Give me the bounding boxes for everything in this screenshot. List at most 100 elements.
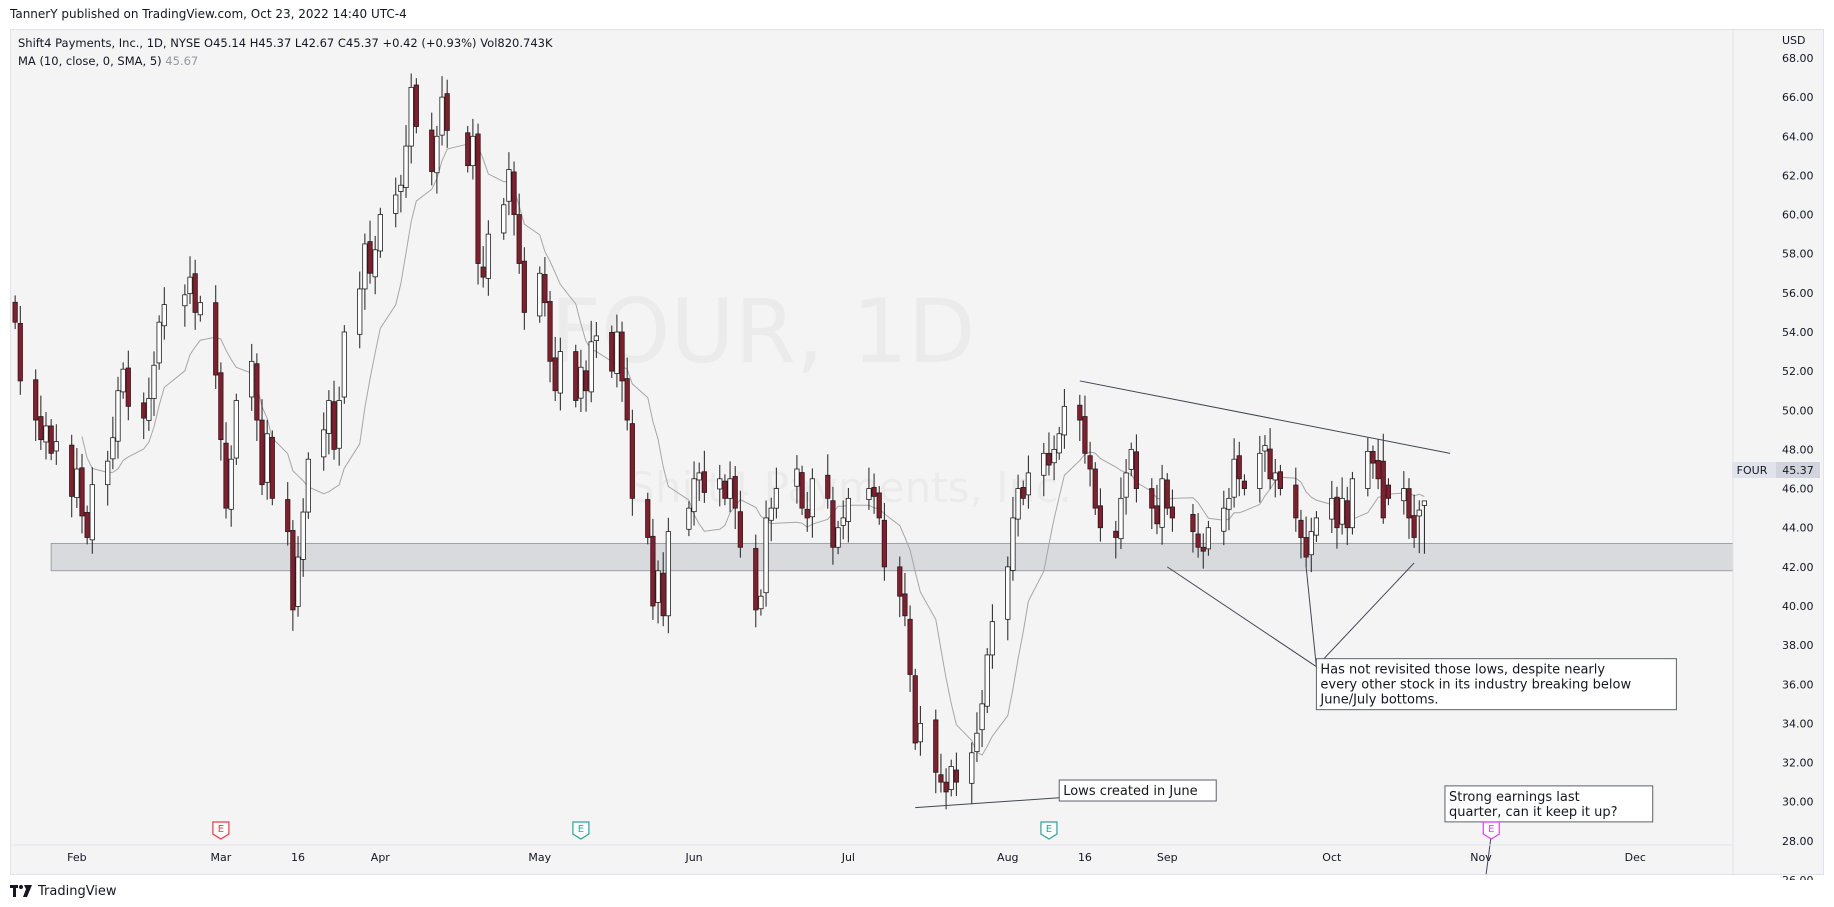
- earnings-badge: [1040, 821, 1058, 840]
- candle-body-up: [794, 468, 800, 487]
- candle-body-down: [48, 425, 54, 454]
- candle-body-down: [876, 492, 882, 519]
- candle-body-down: [38, 416, 44, 441]
- candle-body-up: [1365, 450, 1371, 489]
- candle: [269, 430, 275, 506]
- candle-body-up: [979, 703, 985, 731]
- candle: [1169, 489, 1175, 532]
- candle-body-down: [1190, 514, 1196, 533]
- candle: [1303, 516, 1309, 568]
- candle: [897, 556, 903, 618]
- candle: [290, 520, 296, 631]
- candle: [1401, 471, 1407, 515]
- lows-connector-2-line: [1305, 566, 1317, 667]
- candle-body-up: [1128, 449, 1134, 470]
- candle-body-up: [691, 478, 697, 513]
- candle-body-down: [444, 93, 450, 131]
- candle: [547, 291, 553, 383]
- candle-body-down: [1195, 533, 1201, 548]
- tradingview-footer[interactable]: TradingView: [10, 880, 117, 902]
- candle-body-up: [249, 360, 255, 398]
- candle: [1349, 471, 1355, 535]
- candle-body-up: [727, 478, 733, 499]
- candle: [732, 466, 738, 530]
- candle: [321, 412, 327, 471]
- candle-body-down: [269, 436, 275, 499]
- candle: [12, 295, 18, 330]
- candle: [845, 487, 851, 543]
- candle-body-down: [609, 331, 615, 372]
- candle: [727, 461, 733, 513]
- candle-body-up: [1421, 500, 1428, 506]
- candle: [799, 465, 805, 515]
- candle-body-down: [1164, 479, 1170, 509]
- candle: [398, 174, 404, 213]
- june-lows-leader-line: [915, 797, 1060, 809]
- candle: [1339, 477, 1345, 535]
- candle: [1293, 467, 1299, 532]
- candle-body-up: [537, 272, 543, 317]
- candle: [557, 337, 563, 411]
- tradingview-brand: TradingView: [38, 883, 117, 899]
- price-tick-label: 46.00: [1782, 483, 1814, 496]
- time-tick-label: Aug: [997, 851, 1018, 864]
- earnings-marker: E: [212, 821, 230, 840]
- price-tick-label: 44.00: [1782, 522, 1814, 535]
- candle-body-down: [1092, 468, 1098, 509]
- candle: [1205, 520, 1211, 556]
- candle: [197, 295, 203, 322]
- price-chart[interactable]: FOUR, 1D Shift4 Payments, Inc. Lows crea…: [0, 0, 1834, 880]
- time-tick-label: Sep: [1157, 851, 1178, 864]
- candle: [1226, 487, 1232, 531]
- candle-body-up: [1329, 497, 1335, 520]
- candle-body-up: [686, 507, 692, 530]
- candle: [737, 490, 743, 558]
- candle-body-up: [557, 351, 563, 394]
- earnings-badge: [572, 821, 590, 840]
- candle-body-down: [1097, 505, 1103, 529]
- candle-body-down: [223, 442, 229, 509]
- candle-body-down: [125, 367, 131, 407]
- candle: [969, 742, 975, 805]
- candle: [1087, 441, 1093, 487]
- candle: [74, 448, 80, 508]
- currency-label: USD: [1782, 34, 1806, 47]
- candle-body-down: [413, 84, 419, 127]
- candle-body-down: [902, 593, 908, 617]
- candle-body-up: [1061, 405, 1067, 436]
- candle: [53, 424, 59, 465]
- candle-body-down: [871, 486, 877, 497]
- candle-body-down: [1267, 448, 1273, 480]
- candle-body-down: [213, 302, 219, 376]
- candle: [1277, 464, 1283, 496]
- candle: [1097, 488, 1103, 542]
- descending-resistance-line: [1079, 380, 1451, 454]
- candle-body-down: [1334, 496, 1340, 529]
- candle: [17, 305, 23, 395]
- candle: [156, 315, 162, 370]
- candle: [1190, 504, 1196, 553]
- candle-body-down: [1046, 452, 1052, 466]
- candle-body-up: [717, 478, 723, 490]
- candle-body-down: [722, 480, 728, 499]
- candle-body-up: [233, 400, 239, 459]
- candle-body-up: [1123, 472, 1129, 498]
- candle: [69, 434, 75, 518]
- candle: [223, 422, 229, 519]
- candle: [465, 125, 471, 173]
- candle-body-down: [650, 535, 656, 607]
- candle-body-down: [1236, 455, 1242, 480]
- candle-body-up: [53, 441, 59, 452]
- candle-body-up: [43, 425, 49, 443]
- time-tick-label: 16: [1078, 851, 1092, 864]
- time-tick-label: Mar: [210, 851, 231, 864]
- candle: [470, 118, 476, 180]
- candle-body-up: [105, 460, 111, 486]
- candle-body-up: [341, 331, 347, 398]
- candle: [1133, 434, 1139, 503]
- candle-body-down: [69, 444, 75, 497]
- candle-body-down: [645, 499, 651, 538]
- candle-body-up: [398, 184, 404, 192]
- candle-body-down: [907, 618, 913, 675]
- candle: [609, 325, 615, 378]
